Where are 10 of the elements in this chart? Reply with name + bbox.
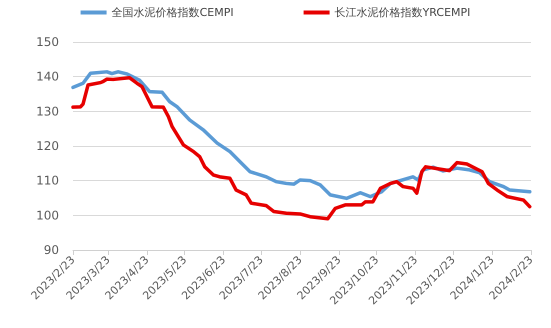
line-series	[71, 76, 532, 221]
y-tick-label: 90	[44, 243, 59, 257]
y-tick-label: 120	[36, 139, 59, 153]
y-tick-label: 110	[36, 174, 59, 188]
y-tick-label: 130	[36, 104, 59, 118]
y-tick-label: 140	[36, 70, 59, 84]
y-tick-label: 150	[36, 35, 59, 49]
legend-label: 长江水泥价格指数YRCEMPI	[334, 6, 470, 19]
y-tick-label: 100	[36, 208, 59, 222]
legend-label: 全国水泥价格指数CEMPI	[112, 6, 234, 19]
